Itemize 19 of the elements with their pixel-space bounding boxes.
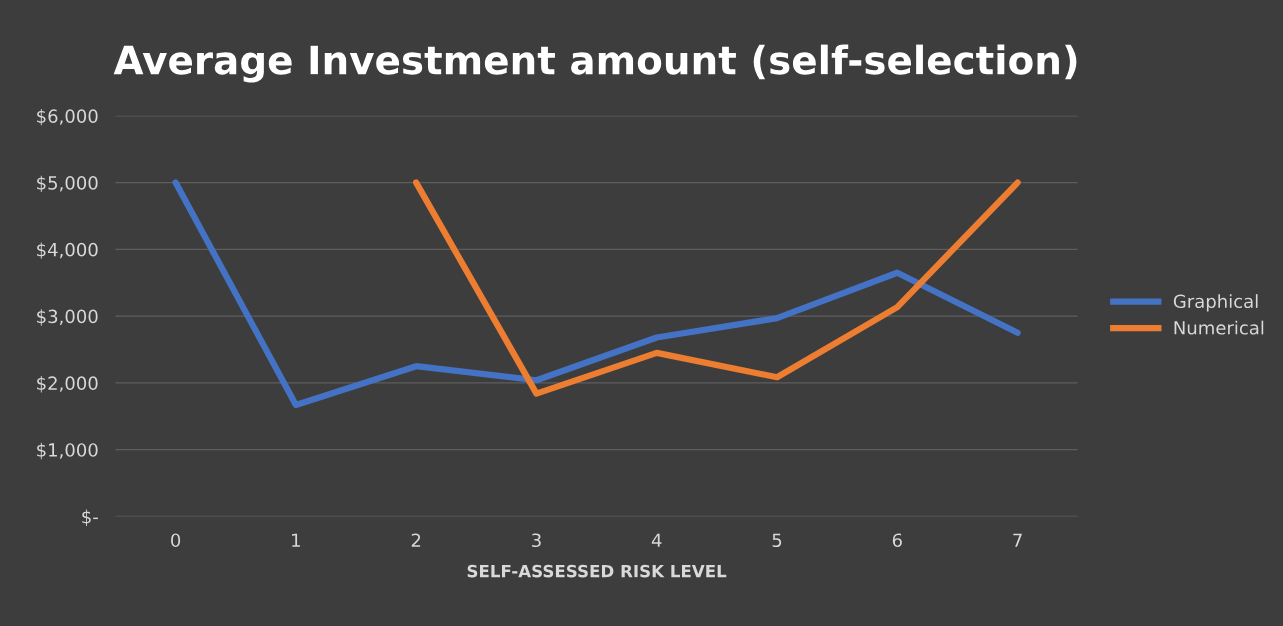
x-tick-label: 2	[411, 533, 421, 547]
legend-label: Graphical	[1173, 294, 1258, 312]
x-tick-label: 3	[532, 533, 541, 548]
y-tick-label: $-	[82, 509, 98, 526]
y-tick-label: $2,000	[37, 376, 98, 393]
y-tick-label: $6,000	[37, 108, 98, 126]
y-tick-label: $3,000	[37, 309, 98, 326]
x-tick-label: 7	[1013, 533, 1022, 547]
x-tick-label: 1	[292, 533, 300, 547]
y-tick-label: $4,000	[37, 242, 98, 259]
x-tick-label: 6	[892, 533, 902, 548]
x-tick-label: 4	[651, 533, 662, 547]
legend-label: Numerical	[1174, 320, 1264, 335]
x-tick-label: 5	[772, 533, 782, 548]
y-tick-label: $5,000	[37, 175, 98, 193]
x-axis-title: SELF-ASSESSED RISK LEVEL	[467, 564, 727, 578]
x-tick-label: 0	[171, 533, 181, 548]
y-tick-label: $1,000	[37, 442, 98, 460]
chart-title: Average Investment amount (self-selection)	[113, 44, 1077, 83]
